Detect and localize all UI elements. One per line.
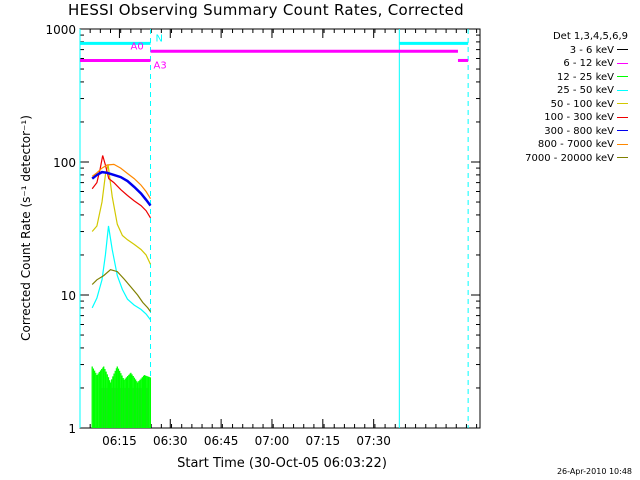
legend-swatch <box>617 49 628 50</box>
legend-entry: 6 - 12 keV <box>525 57 628 71</box>
legend-swatch <box>617 89 628 91</box>
x-tick-label: 07:15 <box>306 434 341 448</box>
chart-title: HESSI Observing Summary Count Rates, Cor… <box>68 1 464 19</box>
series-300-800-keV <box>91 170 152 207</box>
y-tick-label: 10 <box>61 289 76 303</box>
series-7000-20000-keV <box>91 269 151 312</box>
legend-label: 3 - 6 keV <box>569 44 614 56</box>
legend-entry: 3 - 6 keV <box>525 44 628 58</box>
legend-entry: 12 - 25 keV <box>525 71 628 85</box>
legend-label: 300 - 800 keV <box>544 125 614 137</box>
y-tick-label: 100 <box>53 156 76 170</box>
x-tick-label: 06:30 <box>153 434 188 448</box>
legend-entry: 100 - 300 keV <box>525 111 628 125</box>
x-tick-label: 06:15 <box>102 434 137 448</box>
state-bar-label: N <box>156 33 163 44</box>
state-bar-label: A0 <box>131 41 144 52</box>
legend-swatch <box>617 103 628 104</box>
legend: Det 1,3,4,5,6,9 3 - 6 keV 6 - 12 keV 12 - … <box>525 30 628 165</box>
state-bar-label: A3 <box>154 60 167 71</box>
legend-entry: 800 - 7000 keV <box>525 138 628 152</box>
legend-label: 25 - 50 keV <box>556 85 614 96</box>
legend-label: 12 - 25 keV <box>556 71 614 83</box>
legend-label: 6 - 12 keV <box>563 58 614 69</box>
series-100-300-keV <box>91 155 152 219</box>
series-800-7000-keV <box>91 163 152 200</box>
legend-label: 50 - 100 keV <box>550 98 614 110</box>
y-tick-label: 1 <box>68 422 76 436</box>
series-12-25-keV <box>91 366 151 428</box>
legend-entry: 7000 - 20000 keV <box>525 152 628 166</box>
legend-label: 100 - 300 keV <box>544 112 614 123</box>
legend-swatch <box>617 157 628 158</box>
legend-swatch <box>617 116 628 118</box>
plot-frame <box>79 28 481 429</box>
footer-date: 26-Apr-2010 10:48 <box>556 467 632 476</box>
legend-entry: 25 - 50 keV <box>525 84 628 98</box>
series-25-50-keV <box>91 225 151 321</box>
series-50-100-keV <box>91 164 152 265</box>
legend-label: 800 - 7000 keV <box>537 139 614 150</box>
legend-items: 3 - 6 keV 6 - 12 keV 12 - 25 keV 25 - 50 ke… <box>525 44 628 166</box>
y-tick-label: 1000 <box>45 23 76 37</box>
legend-swatch <box>617 62 628 64</box>
legend-title: Det 1,3,4,5,6,9 <box>552 31 628 42</box>
legend-label: 7000 - 20000 keV <box>525 152 614 164</box>
legend-swatch <box>617 130 628 131</box>
plot-area: 1 10 100 1000 06:15 06:30 06:45 07:00 07:15 07:30… <box>45 23 481 448</box>
x-tick-label: 06:45 <box>204 434 239 448</box>
x-tick-label: 07:30 <box>356 434 391 448</box>
x-axis-label: Start Time (30-Oct-05 06:03:22) <box>177 456 387 471</box>
legend-swatch <box>617 76 628 77</box>
y-axis-label: Corrected Count Rate (s⁻¹ detector⁻¹) <box>19 115 33 341</box>
legend-entry: 300 - 800 keV <box>525 125 628 139</box>
x-tick-label: 07:00 <box>255 434 290 448</box>
legend-swatch <box>617 143 628 145</box>
legend-entry: 50 - 100 keV <box>525 98 628 112</box>
